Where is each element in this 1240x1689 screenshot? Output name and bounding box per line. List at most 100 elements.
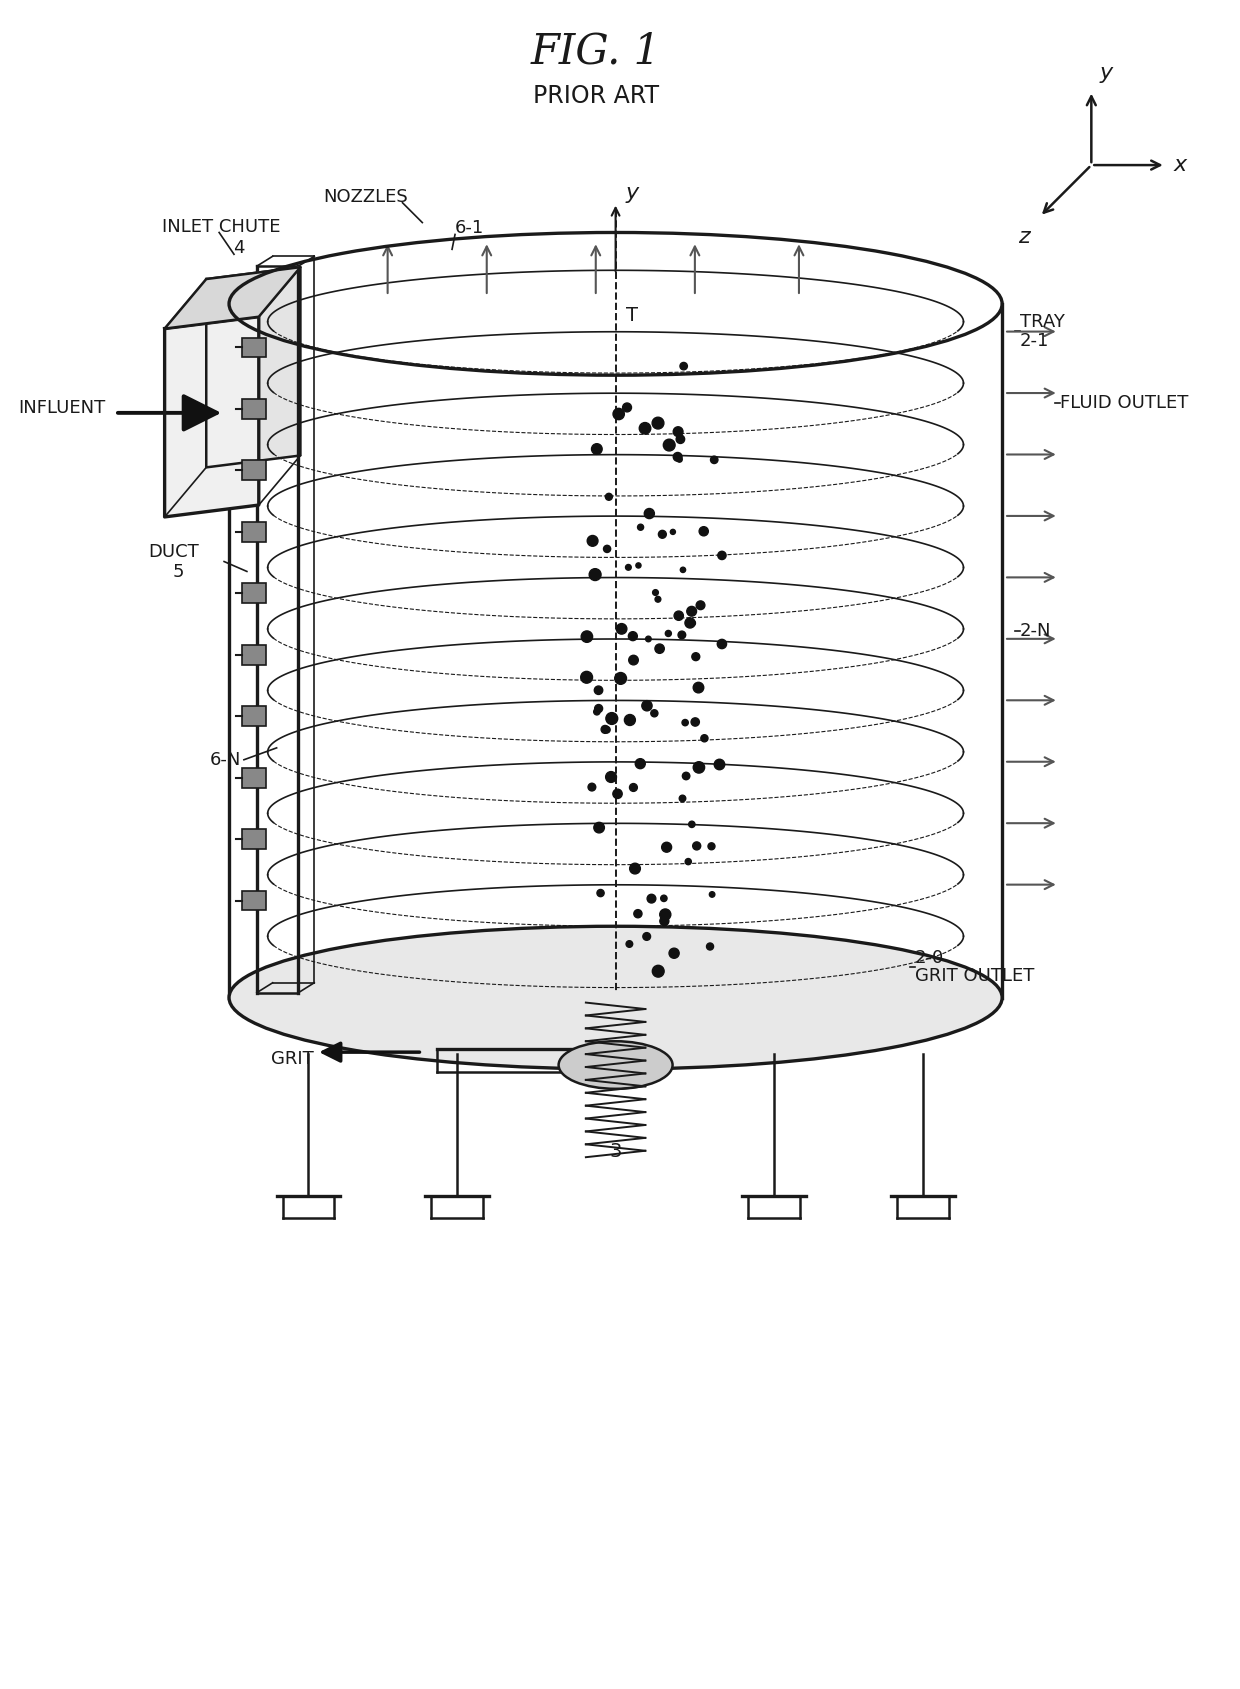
- Circle shape: [673, 453, 682, 461]
- Circle shape: [605, 493, 613, 500]
- Circle shape: [630, 863, 640, 873]
- Circle shape: [692, 652, 699, 660]
- Circle shape: [588, 535, 598, 546]
- Circle shape: [629, 632, 637, 640]
- Bar: [242, 768, 265, 787]
- Circle shape: [582, 632, 593, 642]
- Circle shape: [580, 671, 593, 682]
- Text: 6-1: 6-1: [455, 218, 485, 236]
- Circle shape: [688, 821, 694, 828]
- Circle shape: [693, 841, 701, 850]
- Circle shape: [588, 784, 595, 790]
- Bar: [242, 461, 265, 480]
- Text: FLUID OUTLET: FLUID OUTLET: [1060, 394, 1188, 412]
- Circle shape: [613, 409, 625, 419]
- Bar: [242, 338, 265, 358]
- Circle shape: [680, 796, 686, 802]
- Circle shape: [637, 524, 644, 530]
- Circle shape: [682, 720, 688, 726]
- Circle shape: [699, 527, 708, 535]
- Circle shape: [709, 892, 715, 897]
- Text: NOZZLES: NOZZLES: [324, 187, 408, 206]
- Circle shape: [642, 701, 652, 711]
- Text: z: z: [1018, 226, 1030, 247]
- Circle shape: [630, 784, 637, 792]
- Text: x: x: [1173, 155, 1187, 176]
- Circle shape: [678, 632, 686, 638]
- Circle shape: [675, 611, 683, 620]
- Circle shape: [589, 569, 601, 581]
- Circle shape: [594, 823, 604, 833]
- Circle shape: [718, 551, 727, 559]
- Circle shape: [594, 686, 603, 694]
- Text: 2-0: 2-0: [915, 949, 944, 968]
- Circle shape: [626, 941, 632, 948]
- Polygon shape: [165, 318, 259, 517]
- Circle shape: [642, 932, 651, 941]
- Circle shape: [673, 427, 683, 436]
- Circle shape: [684, 618, 696, 628]
- Circle shape: [714, 760, 724, 770]
- Circle shape: [645, 508, 655, 519]
- Circle shape: [646, 637, 651, 642]
- Circle shape: [670, 948, 680, 958]
- Circle shape: [595, 704, 603, 713]
- Circle shape: [693, 682, 704, 692]
- Circle shape: [663, 439, 675, 451]
- Circle shape: [693, 762, 704, 774]
- Text: DUCT: DUCT: [148, 542, 198, 561]
- Circle shape: [604, 726, 610, 733]
- Circle shape: [594, 709, 600, 714]
- Circle shape: [686, 858, 692, 865]
- Ellipse shape: [229, 926, 1002, 1069]
- Circle shape: [604, 546, 610, 552]
- Circle shape: [691, 718, 699, 726]
- Circle shape: [647, 893, 656, 904]
- Circle shape: [616, 623, 627, 633]
- Circle shape: [635, 758, 645, 768]
- Circle shape: [655, 596, 661, 603]
- Bar: [242, 399, 265, 419]
- Circle shape: [658, 530, 666, 539]
- Circle shape: [677, 456, 682, 463]
- Text: TRAY: TRAY: [1021, 312, 1065, 331]
- Circle shape: [652, 417, 663, 429]
- Circle shape: [717, 640, 727, 649]
- Circle shape: [634, 910, 642, 917]
- Text: 6-N: 6-N: [210, 750, 241, 768]
- Circle shape: [606, 713, 618, 725]
- Bar: [242, 829, 265, 850]
- Circle shape: [622, 404, 631, 412]
- Circle shape: [666, 630, 671, 637]
- Circle shape: [625, 564, 631, 571]
- Text: 2-1: 2-1: [1021, 331, 1049, 350]
- Circle shape: [613, 789, 622, 799]
- Bar: [242, 890, 265, 910]
- Polygon shape: [165, 267, 300, 329]
- Circle shape: [696, 601, 704, 610]
- Bar: [242, 583, 265, 603]
- Circle shape: [651, 709, 658, 716]
- Circle shape: [708, 843, 715, 850]
- Circle shape: [625, 714, 635, 726]
- Polygon shape: [206, 267, 300, 468]
- Text: FIG. 1: FIG. 1: [531, 30, 661, 73]
- Bar: [242, 645, 265, 665]
- Ellipse shape: [558, 1040, 672, 1089]
- Circle shape: [680, 363, 687, 370]
- Circle shape: [655, 644, 665, 654]
- Circle shape: [676, 436, 684, 444]
- Text: y: y: [625, 182, 639, 203]
- Circle shape: [689, 620, 696, 627]
- Text: 4: 4: [233, 240, 244, 257]
- Text: INLET CHUTE: INLET CHUTE: [161, 218, 280, 235]
- Text: 2-N: 2-N: [1021, 622, 1052, 640]
- Bar: [242, 706, 265, 726]
- Circle shape: [660, 917, 668, 926]
- Circle shape: [662, 843, 672, 853]
- Text: y: y: [1099, 62, 1112, 83]
- Circle shape: [615, 672, 626, 684]
- Circle shape: [687, 606, 697, 616]
- Text: T: T: [625, 306, 637, 326]
- Text: GRIT OUTLET: GRIT OUTLET: [915, 966, 1034, 985]
